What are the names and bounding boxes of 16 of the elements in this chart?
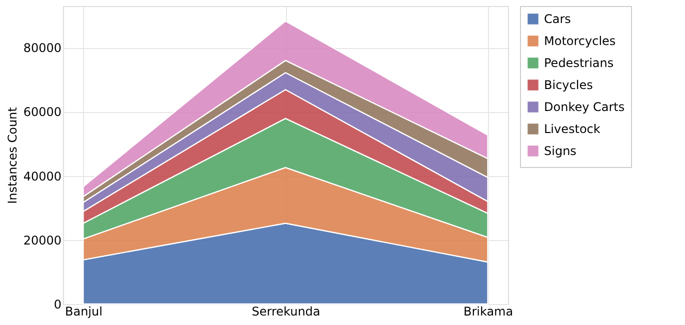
legend-label: Cars xyxy=(544,12,571,26)
y-tick-label: 0 xyxy=(54,298,62,312)
x-tick-label: Banjul xyxy=(64,304,102,318)
legend-label: Signs xyxy=(544,144,576,158)
legend-label: Bicycles xyxy=(544,78,593,92)
legend-label: Pedestrians xyxy=(544,56,614,70)
x-tick-label: Brikama xyxy=(463,304,514,318)
y-tick-label: 80000 xyxy=(23,41,62,56)
legend-label: Livestock xyxy=(544,122,600,136)
y-tick-label: 20000 xyxy=(23,233,62,248)
legend-label: Donkey Carts xyxy=(544,100,625,114)
x-tick-label: Serrekunda xyxy=(252,304,320,318)
y-tick-label: 60000 xyxy=(23,105,62,120)
legend-label: Motorcycles xyxy=(544,34,616,48)
y-axis-title: Instances Count xyxy=(5,106,20,204)
y-tick-label: 40000 xyxy=(23,169,62,184)
